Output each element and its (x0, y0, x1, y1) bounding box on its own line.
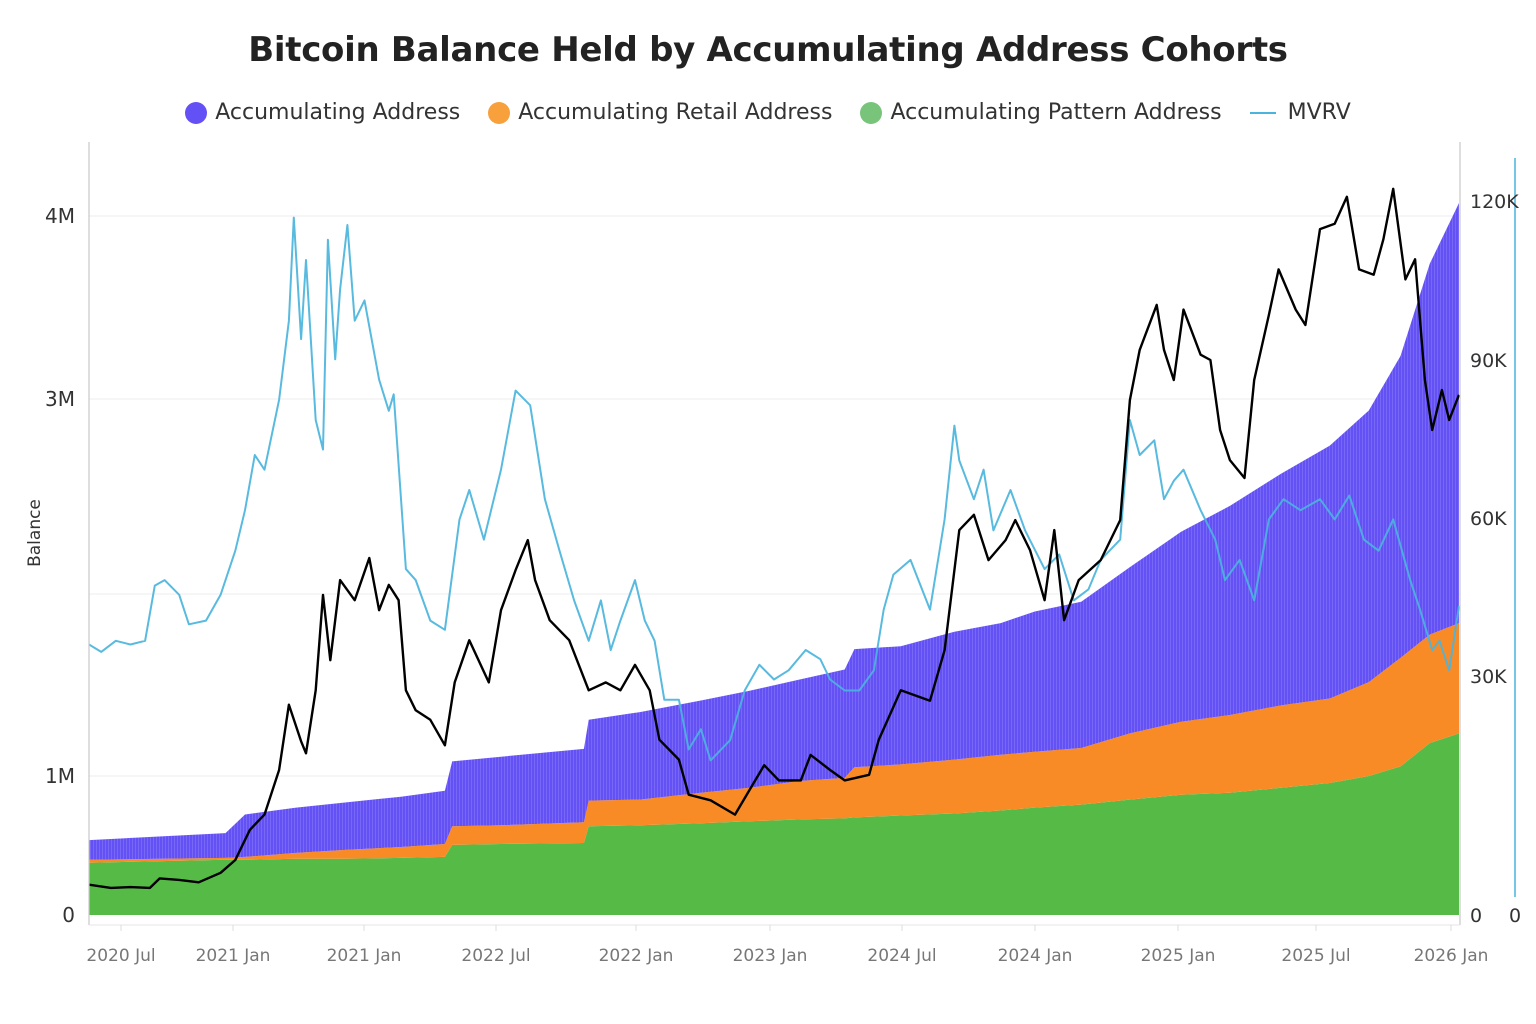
y-right-tick-label: 60K (1470, 508, 1507, 530)
legend-label: Accumulating Retail Address (518, 100, 833, 125)
mvrv-line (89, 216, 1460, 762)
legend-item-accumulating-pattern-address[interactable]: Accumulating Pattern Address (860, 100, 1222, 125)
y-right-tick-label: 0 (1470, 905, 1482, 927)
x-tick-label: 2023 Jan (733, 946, 808, 966)
x-tick-label: 2024 Jan (998, 946, 1073, 966)
area-bar-texture (89, 203, 1459, 860)
legend-marker-circle-icon (488, 101, 511, 124)
legend-label: MVRV (1287, 100, 1351, 125)
legend-marker-circle-icon (860, 101, 883, 124)
legend-item-accumulating-retail-address[interactable]: Accumulating Retail Address (488, 100, 832, 125)
x-tick-label: 2022 Jan (599, 946, 674, 966)
x-tick-label: 2021 Jan (327, 946, 402, 966)
x-tick-label: 2024 Jul (867, 946, 936, 966)
legend-marker-line-icon (1249, 111, 1276, 114)
stacked-areas (89, 203, 1459, 915)
area-accumulating-pattern-address (89, 733, 1459, 915)
x-tick-label: 2020 Jul (86, 946, 155, 966)
y-left-tick-label: 3M (45, 387, 75, 411)
legend: Accumulating Address Accumulating Retail… (0, 100, 1536, 125)
legend-marker-circle-icon (185, 101, 208, 124)
axes: 0 1M 3M 4M 0 30K 60K 90K 120K 0 Balance 2020 Jul 202… (25, 142, 1521, 966)
area-accumulating-retail-address (89, 623, 1459, 863)
y-left-tick-label: 0 (62, 903, 75, 927)
legend-item-accumulating-address[interactable]: Accumulating Address (185, 100, 460, 125)
chart-title: Bitcoin Balance Held by Accumulating Add… (248, 30, 1288, 70)
legend-item-mvrv[interactable]: MVRV (1249, 100, 1351, 125)
x-tick-label: 2025 Jan (1141, 946, 1216, 966)
y-right-tick-label: 120K (1470, 191, 1519, 213)
y-right-tick-label: 90K (1470, 350, 1507, 372)
price-line (89, 187, 1460, 890)
legend-label: Accumulating Pattern Address (890, 100, 1222, 125)
y-left-tick-label: 4M (45, 204, 75, 228)
y-right-tick-label: 30K (1470, 666, 1507, 688)
y-left-axis-title: Balance (25, 499, 45, 567)
x-tick-label: 2022 Jul (461, 946, 530, 966)
y-left-tick-label: 1M (45, 764, 75, 788)
x-tick-label: 2025 Jul (1281, 946, 1350, 966)
x-tick-label: 2026 Jan (1414, 946, 1489, 966)
y-mvrv-tick-label: 0 (1509, 905, 1521, 927)
x-tick-label: 2021 Jan (196, 946, 271, 966)
line-series (89, 187, 1460, 890)
legend-label: Accumulating Address (215, 100, 461, 125)
